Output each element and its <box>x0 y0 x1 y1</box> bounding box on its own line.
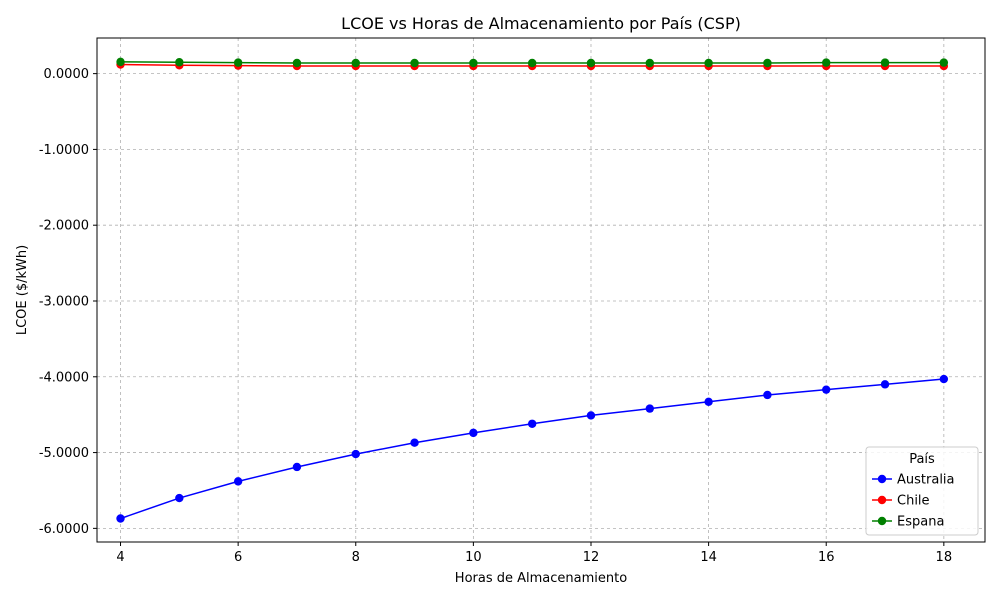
data-point-espana <box>292 58 302 68</box>
legend: País Australia Chile Espana <box>865 446 979 536</box>
data-point-australia <box>116 514 125 523</box>
data-point-espana <box>939 58 949 67</box>
y-tick-label: -3.0000 <box>39 294 89 309</box>
y-tick-label: -6.0000 <box>39 522 89 537</box>
data-point-espana <box>410 58 419 68</box>
y-axis-label: LCOE ($/kWh) <box>15 245 30 335</box>
x-tick-label: 10 <box>465 550 482 565</box>
y-tick-label: -5.0000 <box>39 446 89 461</box>
x-axis-label: Horas de Almacenamiento <box>455 571 627 586</box>
data-point-australia <box>645 404 654 413</box>
legend-box <box>865 446 979 536</box>
series-espana <box>116 57 949 68</box>
y-tick-label: -2.0000 <box>39 219 89 234</box>
data-point-australia <box>410 438 419 447</box>
x-tick-label: 8 <box>352 550 360 565</box>
data-point-australia <box>880 380 890 389</box>
legend-label: Chile <box>897 494 930 509</box>
x-tick-label: 14 <box>700 550 717 565</box>
legend-title: País <box>909 452 935 467</box>
legend-label: Espana <box>897 515 944 530</box>
data-point-australia <box>233 477 243 486</box>
series-australia <box>116 374 949 523</box>
series-layer <box>116 57 949 523</box>
legend-item-chile: Chile <box>872 494 930 509</box>
data-point-australia <box>351 449 360 459</box>
data-point-espana <box>116 57 125 67</box>
data-point-australia <box>175 493 184 503</box>
y-tick-label: 0.0000 <box>44 67 90 82</box>
data-point-espana <box>586 58 596 68</box>
data-point-espana <box>704 58 713 68</box>
y-tick-label: -1.0000 <box>39 143 89 158</box>
legend-label: Australia <box>897 473 955 488</box>
plot-frame <box>96 37 986 543</box>
ticks: 4 6 8 10 12 14 16 18 0.0000 -1.0000 -2.0000 -3.0000… <box>39 67 952 565</box>
data-point-australia <box>822 385 831 394</box>
data-point-australia <box>469 428 478 438</box>
grid <box>97 38 985 542</box>
x-tick-label: 18 <box>936 550 953 565</box>
data-point-espana <box>527 58 537 68</box>
data-point-australia <box>586 411 596 420</box>
x-tick-label: 16 <box>818 550 835 565</box>
legend-swatch-marker <box>877 474 887 484</box>
data-point-australia <box>527 419 537 428</box>
x-tick-label: 12 <box>583 550 600 565</box>
chart-title: LCOE vs Horas de Almacenamiento por País… <box>341 14 741 33</box>
x-tick-label: 4 <box>116 550 124 565</box>
data-point-espana <box>175 58 184 67</box>
data-point-espana <box>233 58 243 67</box>
legend-item-australia: Australia <box>872 473 955 488</box>
data-point-espana <box>763 58 772 68</box>
legend-swatch-marker <box>877 516 887 526</box>
x-tick-label: 6 <box>234 550 242 565</box>
data-point-espana <box>351 58 360 68</box>
data-point-espana <box>880 58 890 67</box>
legend-swatch-marker <box>877 495 887 505</box>
legend-item-espana: Espana <box>872 515 944 530</box>
data-point-espana <box>822 58 831 67</box>
data-point-australia <box>704 397 713 406</box>
data-point-australia <box>763 390 772 400</box>
data-point-espana <box>645 58 654 68</box>
data-point-australia <box>292 462 302 472</box>
y-tick-label: -4.0000 <box>39 370 89 385</box>
data-point-espana <box>469 58 478 68</box>
data-point-australia <box>939 374 949 384</box>
